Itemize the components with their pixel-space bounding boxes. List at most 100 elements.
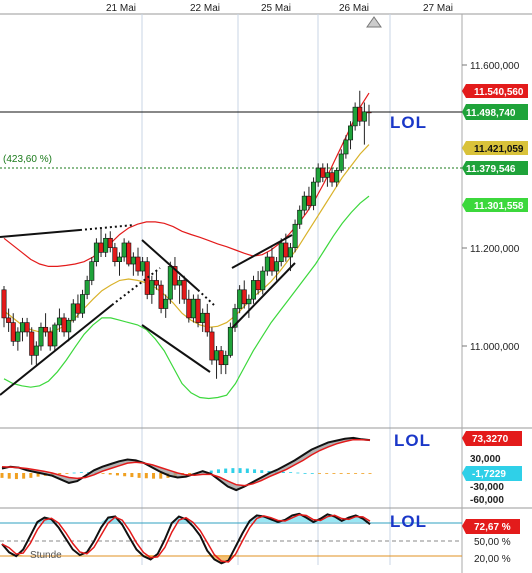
candle: [29, 331, 35, 356]
candle: [287, 247, 293, 258]
macd-histogram-bar: [231, 468, 235, 473]
candle: [250, 280, 256, 300]
macd-histogram-bar: [216, 469, 220, 473]
candle: [352, 106, 358, 127]
candle: [15, 331, 21, 342]
macd-histogram-bar: [354, 473, 358, 474]
macd-histogram-bar: [339, 473, 343, 474]
trendline: [141, 239, 199, 291]
macd-histogram-bar: [238, 468, 242, 473]
macd-histogram-bar: [281, 471, 285, 473]
candle: [98, 242, 104, 253]
candle: [177, 280, 183, 286]
trendline: [231, 234, 293, 269]
candle: [140, 261, 146, 272]
candle: [223, 355, 229, 366]
candle: [66, 319, 72, 333]
candle: [43, 326, 49, 333]
x-tick-label: 25 Mai: [261, 3, 291, 14]
candle: [232, 308, 238, 328]
candle: [38, 326, 44, 347]
candle: [343, 139, 349, 155]
candle: [324, 172, 330, 178]
candle: [56, 317, 62, 326]
candle: [274, 261, 280, 272]
macd-histogram-bar: [152, 473, 156, 479]
price-badge-red: 11.540,560: [462, 84, 528, 98]
candle: [190, 298, 196, 319]
macd-histogram-bar: [7, 473, 11, 479]
macd-histogram-bar: [260, 470, 264, 473]
trendline: [141, 324, 211, 373]
candle: [158, 284, 164, 309]
price-panel: 11.600,000 11.200,000 11.000,000 (423,60…: [0, 61, 528, 400]
macd-histogram-bar: [72, 472, 76, 474]
badge-label: 11.540,560: [474, 87, 524, 98]
candle: [153, 280, 159, 286]
trendline: [0, 304, 113, 396]
candle: [61, 317, 67, 333]
candle: [320, 167, 326, 178]
candles: [1, 90, 372, 379]
candle: [186, 298, 192, 319]
badge-label: 73,3270: [472, 434, 509, 445]
y-axis-price: 11.600,000 11.200,000 11.000,000: [462, 61, 520, 353]
macd-histogram-bar: [332, 473, 336, 474]
candle: [283, 242, 289, 258]
macd-histogram-bar: [79, 472, 83, 473]
fibonacci-annotation: (423,60 %): [3, 154, 52, 165]
candle: [338, 153, 344, 171]
candle: [209, 331, 215, 361]
macd-badge-red: 73,3270: [462, 431, 522, 446]
candle: [297, 209, 303, 225]
oscillator-panel: Stunde LOL 50,00 % 20,00 % 72,67 %: [0, 512, 520, 565]
macd-histogram-bar: [188, 473, 192, 475]
badge-label: 11.379,546: [466, 164, 516, 175]
candle: [311, 181, 317, 206]
candle: [163, 298, 169, 309]
macd-histogram-bar: [144, 473, 148, 479]
macd-histogram-bar: [137, 473, 141, 478]
price-badge-green: 11.498,740: [462, 104, 528, 120]
candle: [144, 261, 150, 295]
candle: [89, 261, 95, 281]
candle: [47, 331, 53, 347]
candle: [315, 167, 321, 183]
macd-signal-line: [1, 438, 371, 487]
macd-histogram-bar: [267, 470, 271, 473]
macd-histogram-bar: [253, 469, 257, 473]
candle: [361, 111, 367, 122]
lol-label: LOL: [390, 113, 427, 132]
badge-label: 11.498,740: [466, 108, 516, 119]
scroll-marker-icon[interactable]: [366, 16, 382, 28]
lol-label: LOL: [390, 512, 427, 531]
badge-label: 72,67 %: [474, 522, 511, 533]
candle: [278, 242, 284, 262]
candle: [24, 322, 30, 333]
candle: [200, 312, 206, 323]
macd-histogram-bar: [368, 473, 372, 474]
candle: [52, 324, 58, 347]
macd-histogram-bar: [101, 473, 105, 474]
candle: [255, 280, 261, 291]
candle: [195, 298, 201, 323]
candle: [237, 289, 243, 309]
macd-histogram-bar: [361, 473, 365, 474]
badge-label: -1,7229: [472, 469, 506, 480]
price-badge-lightgreen: 11.301,558: [462, 198, 528, 212]
candle: [172, 266, 178, 286]
macd-histogram-bar: [346, 473, 350, 474]
macd-histogram-bar: [58, 473, 62, 475]
macd-line: [1, 436, 371, 492]
macd-histogram-bar: [296, 472, 300, 474]
trendline-projection: [197, 289, 215, 306]
y-tick-label: 50,00 %: [474, 537, 511, 548]
candle: [292, 223, 298, 248]
candle: [33, 345, 39, 356]
y-tick-label: 11.600,000: [470, 61, 520, 72]
candle: [348, 125, 354, 141]
oscillator-line: [1, 512, 371, 565]
badge-label: 11.421,059: [474, 144, 524, 155]
candle: [329, 172, 335, 183]
